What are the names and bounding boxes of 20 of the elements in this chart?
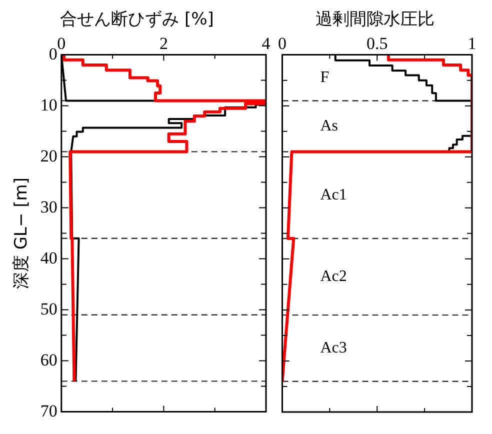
x-tick-label: 1 [468, 34, 476, 54]
y-tick-label: 70 [40, 401, 58, 420]
chart-title: 合せん断ひずみ [%] [60, 10, 214, 30]
annotation: As [320, 117, 338, 134]
y-tick-label: 50 [40, 299, 58, 318]
annotation: Ac3 [320, 339, 347, 356]
y-tick-label: 40 [40, 248, 58, 268]
annotation: Ac1 [320, 186, 347, 204]
y-tick-label: 10 [40, 95, 58, 114]
x-tick-label: 0.5 [366, 34, 388, 54]
x-tick-label: 0 [278, 34, 286, 54]
y-tick-label: 30 [40, 197, 58, 216]
chart-title: 過剰間隙水圧比 [316, 10, 434, 30]
annotation: Ac2 [320, 268, 347, 285]
x-tick-label: 2 [159, 34, 168, 54]
annotation: F [320, 68, 330, 86]
y-tick-label: 60 [40, 350, 58, 370]
x-tick-label: 4 [262, 34, 271, 54]
y-tick-label: 20 [40, 146, 58, 166]
y-axis-title: 深度 GL− [m] [12, 178, 32, 290]
